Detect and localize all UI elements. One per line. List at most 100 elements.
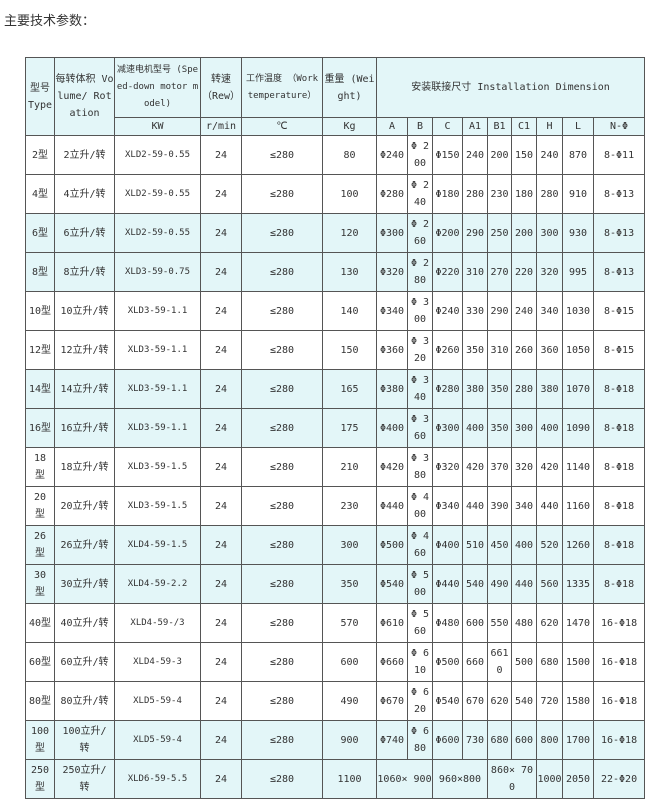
unit-kg: Kg xyxy=(322,117,377,136)
table-cell: 870 xyxy=(562,135,594,175)
dim-c1: C1 xyxy=(511,117,537,136)
table-cell: Φ 460 xyxy=(407,525,433,565)
table-cell: XLD3-59-1.5 xyxy=(114,447,201,487)
table-cell: 2050 xyxy=(562,759,594,799)
table-cell: 560 xyxy=(536,564,563,604)
table-cell: 60立升/转 xyxy=(54,642,115,682)
table-cell: 330 xyxy=(462,291,488,331)
table-cell: 14型 xyxy=(25,369,55,409)
table-cell: 24 xyxy=(200,759,242,799)
table-cell: 1580 xyxy=(562,681,594,721)
table-cell: 350 xyxy=(322,564,377,604)
table-row: 14型 14立升/转 XLD3-59-1.1 24 ≤280 165 Φ380 Φ 340 Φ2… xyxy=(25,369,646,409)
table-cell: 250立升/ 转 xyxy=(54,759,115,799)
table-cell: 280 xyxy=(462,174,488,214)
table-cell: 600 xyxy=(462,603,488,643)
table-cell: 670 xyxy=(462,681,488,721)
table-cell: 730 xyxy=(462,720,488,760)
table-cell: 24 xyxy=(200,369,242,409)
table-cell: 40立升/转 xyxy=(54,603,115,643)
table-cell: 680 xyxy=(536,642,563,682)
table-cell: ≤280 xyxy=(241,174,323,214)
table-cell: Φ240 xyxy=(376,135,408,175)
table-cell: Φ540 xyxy=(432,681,463,721)
table-row: 4型 4立升/转 XLD2-59-0.55 24 ≤280 100 Φ280 Φ 240 Φ18… xyxy=(25,174,646,214)
table-cell: 20立升/转 xyxy=(54,486,115,526)
table-cell: 240 xyxy=(462,135,488,175)
table-cell: 280 xyxy=(511,369,537,409)
table-cell: 350 xyxy=(487,369,512,409)
table-cell: Φ 240 xyxy=(407,174,433,214)
table-cell: 440 xyxy=(511,564,537,604)
table-cell: 510 xyxy=(462,525,488,565)
table-cell: 8-Φ15 xyxy=(592,330,646,370)
table-cell: 20 型 xyxy=(25,486,55,526)
unit-temp: ℃ xyxy=(241,117,323,136)
table-cell: 60型 xyxy=(25,642,55,682)
table-cell: 24 xyxy=(200,330,242,370)
table-cell: Φ220 xyxy=(432,252,463,292)
table-cell: Φ500 xyxy=(432,642,463,682)
table-cell: 16立升/转 xyxy=(54,408,115,448)
table-cell: Φ300 xyxy=(432,408,463,448)
table-cell: 520 xyxy=(536,525,563,565)
table-cell: 230 xyxy=(487,174,512,214)
table-cell: Φ400 xyxy=(432,525,463,565)
dim-b1: B1 xyxy=(487,117,512,136)
table-cell: 300 xyxy=(511,408,537,448)
table-cell: Φ 340 xyxy=(407,369,433,409)
dim-b: B xyxy=(407,117,433,136)
table-cell: 2型 xyxy=(25,135,55,175)
table-cell: 16-Φ18 xyxy=(592,642,646,682)
table-cell: XLD3-59-0.75 xyxy=(114,252,201,292)
table-cell: 1000 xyxy=(536,759,563,799)
table-cell: Φ670 xyxy=(376,681,408,721)
table-cell: Φ600 xyxy=(432,720,463,760)
table-row: 6型 6立升/转 XLD2-59-0.55 24 ≤280 120 Φ300 Φ 260 Φ20… xyxy=(25,213,646,253)
table-cell: Φ300 xyxy=(376,213,408,253)
table-cell: ≤280 xyxy=(241,369,323,409)
table-cell: 620 xyxy=(536,603,563,643)
table-row: 2型 2立升/转 XLD2-59-0.55 24 ≤280 80 Φ240 Φ 200 Φ150… xyxy=(25,135,646,175)
table-cell: XLD4-59-2.2 xyxy=(114,564,201,604)
table-cell: 100 xyxy=(322,174,377,214)
table-cell: 1030 xyxy=(562,291,594,331)
table-cell: 24 xyxy=(200,291,242,331)
table-cell: 80立升/转 xyxy=(54,681,115,721)
table-cell: Φ440 xyxy=(376,486,408,526)
table-cell: 10型 xyxy=(25,291,55,331)
table-cell: Φ360 xyxy=(376,330,408,370)
table-cell: 16-Φ18 xyxy=(592,603,646,643)
table-cell: ≤280 xyxy=(241,252,323,292)
table-cell: ≤280 xyxy=(241,525,323,565)
table-cell: 24 xyxy=(200,135,242,175)
table-cell: 320 xyxy=(511,447,537,487)
table-cell: ≤280 xyxy=(241,681,323,721)
table-cell: 175 xyxy=(322,408,377,448)
dim-a1: A1 xyxy=(462,117,488,136)
table-cell: Φ660 xyxy=(376,642,408,682)
table-cell: Φ340 xyxy=(376,291,408,331)
table-cell: Φ280 xyxy=(432,369,463,409)
table-cell: 995 xyxy=(562,252,594,292)
table-cell: XLD3-59-1.1 xyxy=(114,369,201,409)
table-cell: 270 xyxy=(487,252,512,292)
table-cell: Φ610 xyxy=(376,603,408,643)
table-cell: 12立升/转 xyxy=(54,330,115,370)
table-cell: 550 xyxy=(487,603,512,643)
table-cell: 280 xyxy=(536,174,563,214)
table-cell: 4型 xyxy=(25,174,55,214)
table-cell: 360 xyxy=(536,330,563,370)
table-cell: Φ150 xyxy=(432,135,463,175)
table-cell: 200 xyxy=(487,135,512,175)
table-cell: 150 xyxy=(511,135,537,175)
table-row: 12型 12立升/转 XLD3-59-1.1 24 ≤280 150 Φ360 Φ 320 Φ2… xyxy=(25,330,646,370)
table-cell: Φ380 xyxy=(376,369,408,409)
table-cell: 900 xyxy=(322,720,377,760)
table-cell: 1060× 900 xyxy=(376,759,433,799)
table-cell: Φ 610 xyxy=(407,642,433,682)
table-cell: 150 xyxy=(322,330,377,370)
table-row: 8型 8立升/转 XLD3-59-0.75 24 ≤280 130 Φ320 Φ 280 Φ22… xyxy=(25,252,646,292)
table-cell: Φ 400 xyxy=(407,486,433,526)
table-cell: 18立升/转 xyxy=(54,447,115,487)
